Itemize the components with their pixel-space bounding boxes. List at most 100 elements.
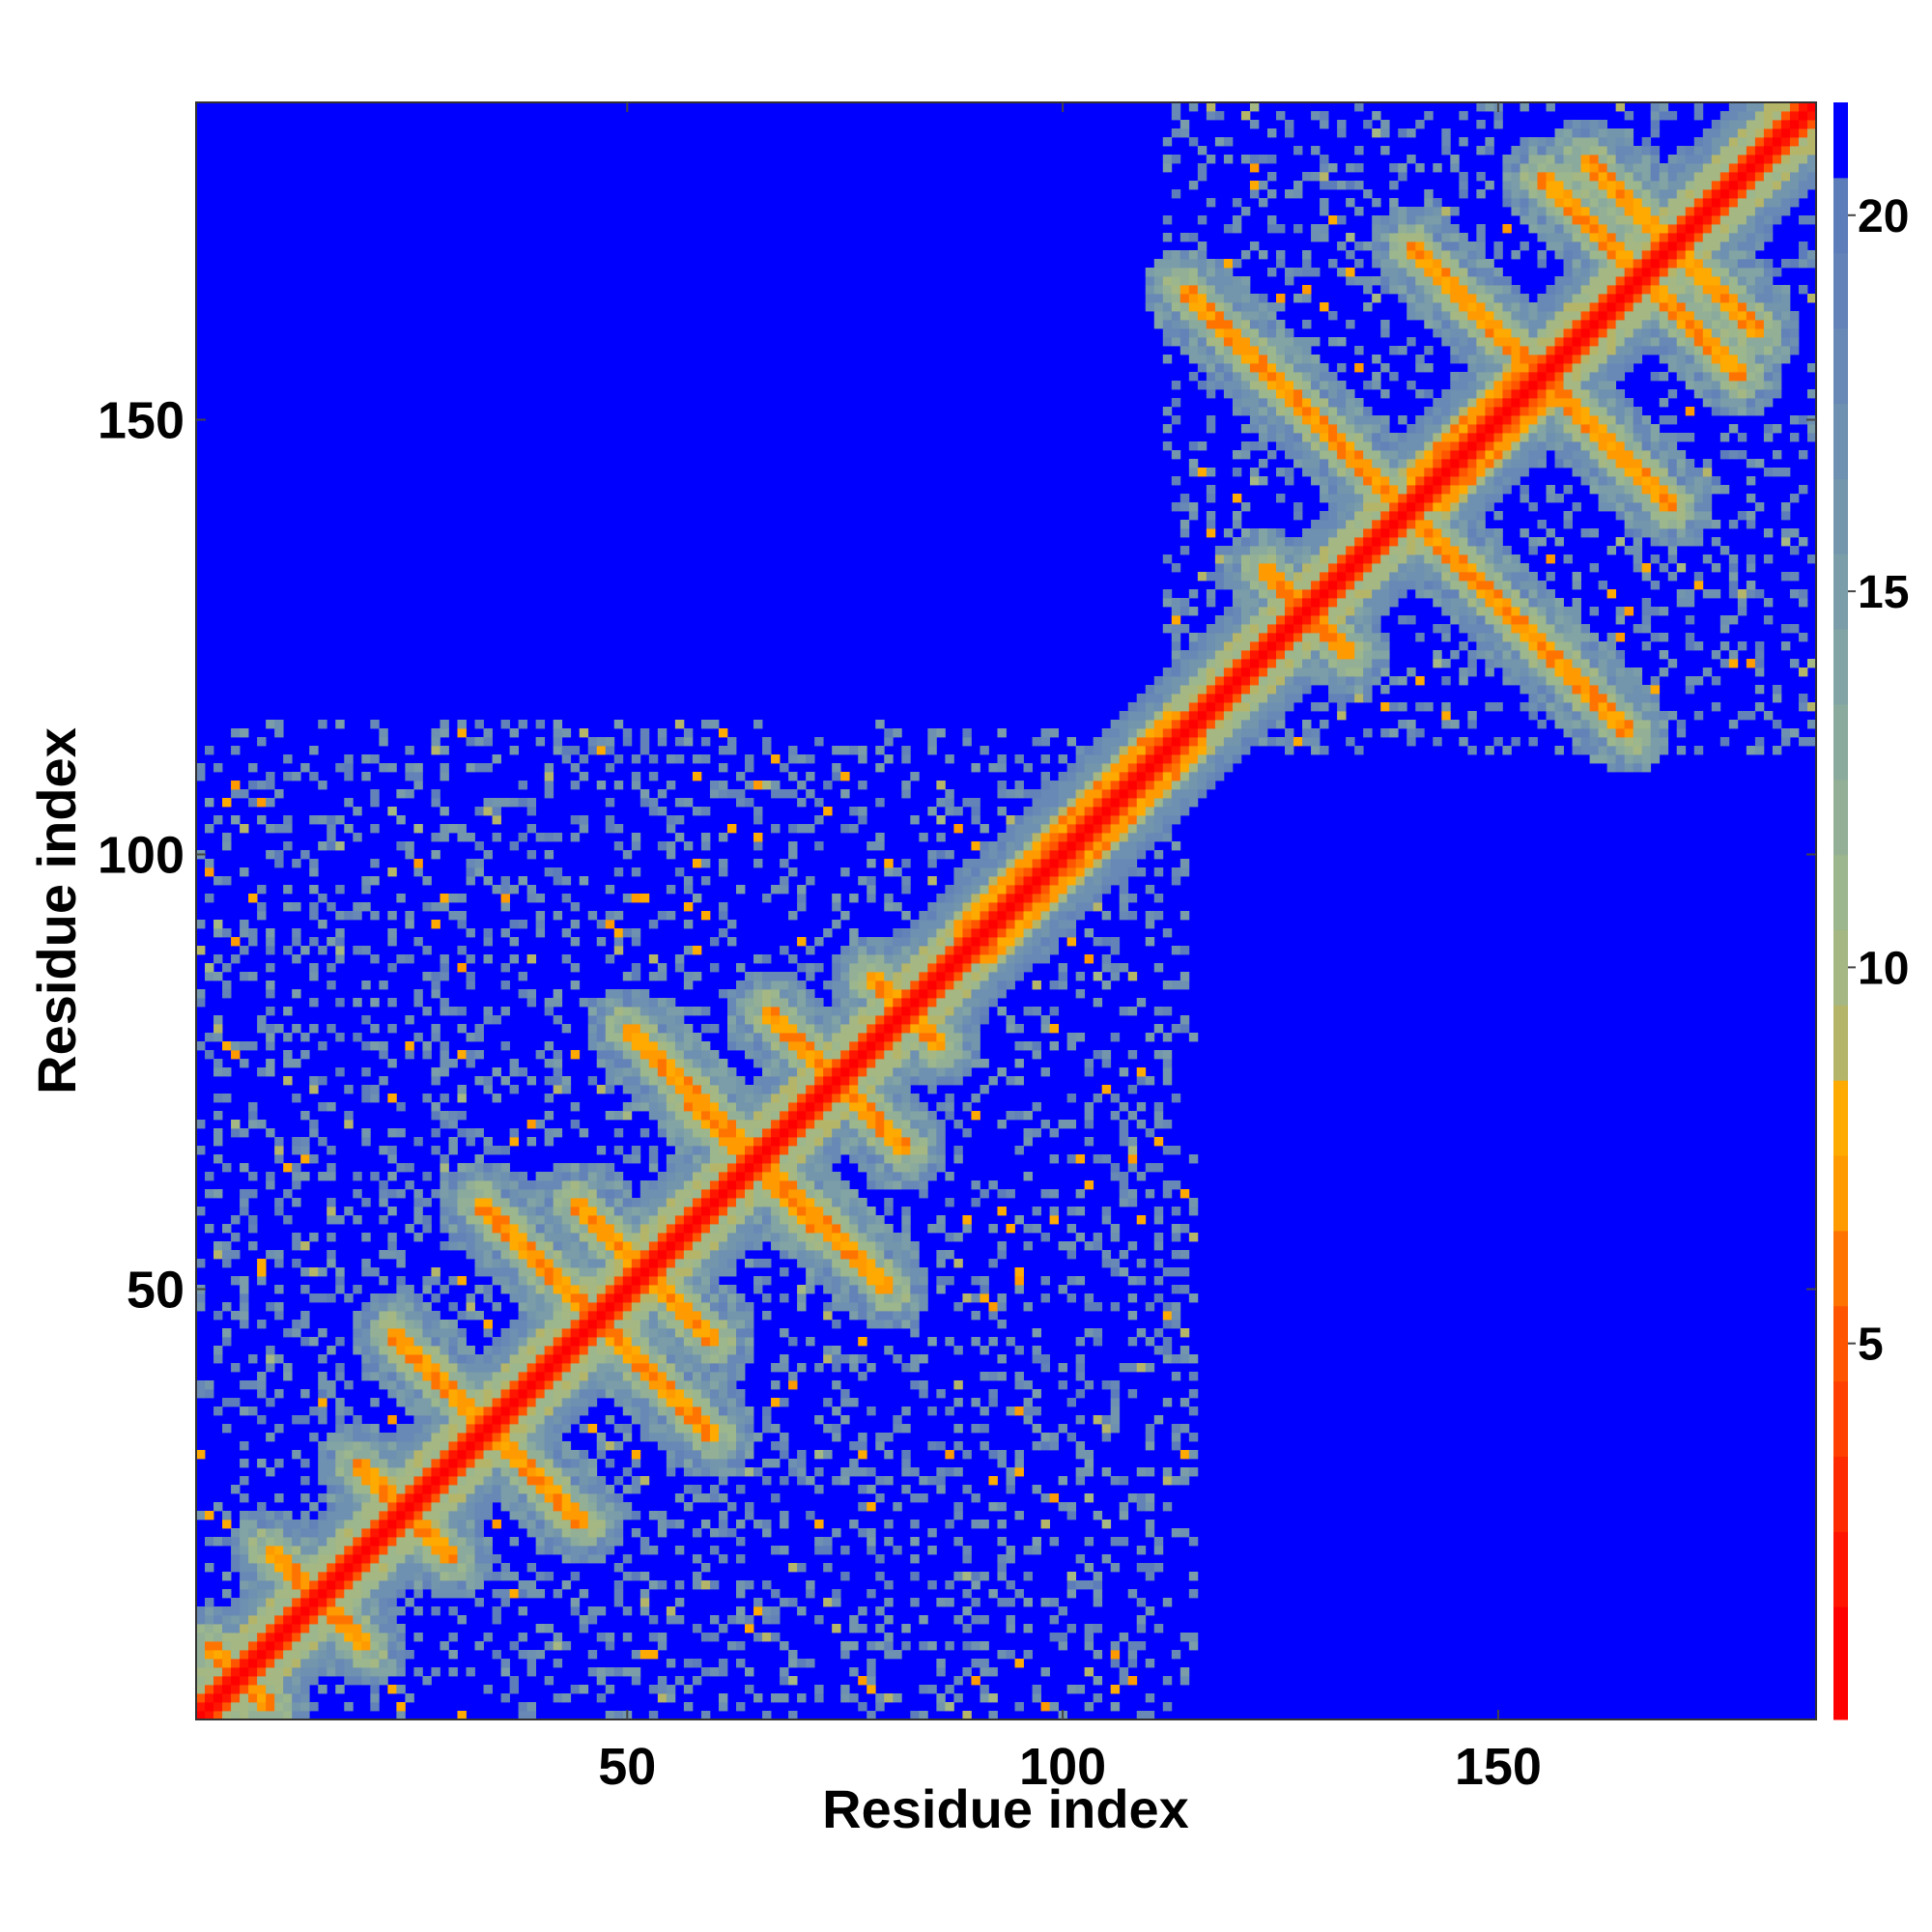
heatmap-cell (884, 1580, 894, 1590)
heatmap-cell (867, 1659, 876, 1668)
heatmap-cell (867, 1467, 876, 1477)
heatmap-cell (1006, 928, 1015, 938)
heatmap-cell (483, 1441, 493, 1451)
heatmap-cell (257, 1459, 267, 1468)
heatmap-cell (231, 1693, 241, 1703)
heatmap-cell (613, 1207, 624, 1216)
heatmap-cell (570, 1050, 581, 1060)
heatmap-cell (858, 1702, 867, 1712)
heatmap-cell (1014, 954, 1024, 964)
heatmap-cell (561, 1215, 572, 1225)
heatmap-cell (1040, 1120, 1050, 1129)
heatmap-cell (631, 1389, 641, 1399)
heatmap-cell (596, 1633, 607, 1642)
heatmap-cell (222, 1537, 232, 1547)
heatmap-cell (544, 1380, 554, 1390)
heatmap-cell (840, 1241, 859, 1251)
heatmap-cell (780, 1241, 798, 1251)
heatmap-cell (1127, 815, 1138, 825)
heatmap-cell (466, 1137, 475, 1147)
heatmap-cell (335, 841, 345, 851)
heatmap-cell (509, 1459, 528, 1468)
heatmap-cell (745, 798, 754, 808)
heatmap-cell (526, 1233, 537, 1242)
heatmap-cell (1179, 1328, 1190, 1338)
heatmap-cell (387, 1415, 397, 1425)
heatmap-cell (692, 1076, 711, 1086)
heatmap-cell (858, 1146, 867, 1155)
heatmap-cell (797, 1207, 807, 1216)
heatmap-cell (1153, 1537, 1164, 1547)
heatmap-cell (248, 1354, 258, 1364)
heatmap-cell (910, 815, 920, 825)
heatmap-cell (666, 1163, 676, 1173)
heatmap-cell (657, 1215, 668, 1225)
heatmap-cell (953, 1120, 963, 1129)
heatmap-cell (788, 1224, 798, 1234)
heatmap-cell (962, 928, 972, 938)
heatmap-cell (622, 1267, 633, 1277)
heatmap-cell (657, 1293, 668, 1303)
heatmap-cell (832, 998, 841, 1008)
heatmap-cell (762, 1293, 772, 1303)
heatmap-cell (596, 1024, 607, 1034)
heatmap-cell (797, 1450, 807, 1460)
heatmap-cell (544, 1459, 554, 1468)
heatmap-cell (884, 1137, 894, 1147)
heatmap-cell (579, 815, 589, 825)
heatmap-cell (753, 1033, 763, 1042)
heatmap-cell (570, 1311, 581, 1321)
heatmap-cell (718, 1380, 728, 1390)
heatmap-cell (814, 1120, 841, 1129)
heatmap-cell (405, 1389, 414, 1399)
heatmap-cell (1006, 1476, 1015, 1486)
heatmap-cell (971, 1598, 980, 1607)
heatmap-cell (483, 1546, 493, 1555)
heatmap-cell (605, 1380, 633, 1390)
heatmap-cell (1110, 1380, 1121, 1390)
heatmap-cell (736, 1163, 746, 1173)
heatmap-cell (605, 989, 624, 999)
heatmap-cell (849, 989, 859, 999)
heatmap-cell (492, 1572, 501, 1581)
heatmap-cell (448, 911, 467, 921)
heatmap-cell (553, 1172, 563, 1181)
heatmap-cell (483, 807, 493, 816)
heatmap-cell (379, 1606, 388, 1616)
heatmap-cell (309, 1537, 319, 1547)
heatmap-cell (884, 1250, 894, 1260)
heatmap-cell (797, 894, 807, 903)
heatmap-cell (553, 1493, 563, 1503)
heatmap-cell (823, 1450, 833, 1460)
heatmap-cell (709, 1380, 720, 1390)
heatmap-cell (867, 1172, 876, 1181)
heatmap-cell (700, 1563, 711, 1573)
heatmap-cell (919, 1067, 937, 1077)
heatmap-cell (1075, 902, 1094, 912)
heatmap-cell (1084, 876, 1094, 886)
heatmap-cell (736, 1389, 746, 1399)
heatmap-cell (726, 1441, 737, 1451)
heatmap-cell (448, 1606, 458, 1616)
heatmap-cell (1119, 1511, 1129, 1520)
heatmap-cell (483, 1007, 493, 1016)
heatmap-cell (283, 1685, 293, 1694)
heatmap-cell (492, 1459, 501, 1468)
heatmap-cell (213, 1067, 223, 1077)
heatmap-cell (666, 1346, 685, 1355)
heatmap-cell (544, 1224, 554, 1234)
heatmap-cell (370, 1702, 380, 1712)
heatmap-cell (927, 850, 937, 860)
heatmap-cell (553, 1207, 563, 1216)
heatmap-cell (1119, 1502, 1129, 1512)
heatmap-cell (718, 1285, 728, 1294)
heatmap-cell (788, 867, 798, 877)
heatmap-cell (1110, 789, 1121, 799)
heatmap-cell (736, 1085, 754, 1094)
heatmap-cell (953, 1693, 963, 1703)
heatmap-cell (553, 833, 563, 842)
heatmap-cell (327, 1207, 336, 1216)
heatmap-cell (1040, 1233, 1050, 1242)
heatmap-cell (413, 937, 423, 947)
heatmap-cell (596, 1241, 607, 1251)
